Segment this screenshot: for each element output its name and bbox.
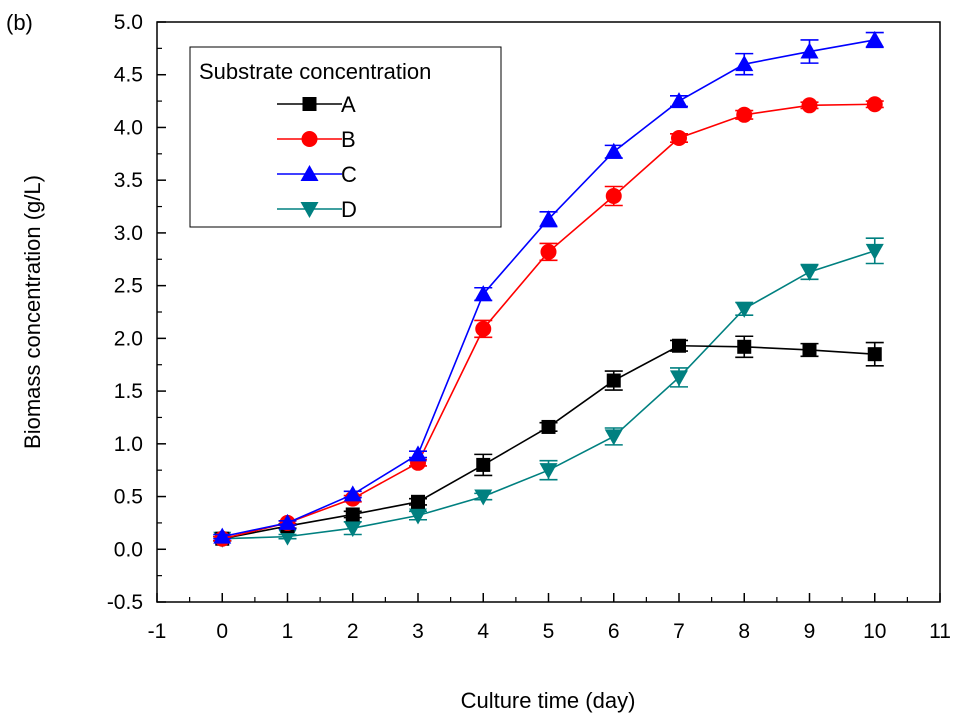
data-point-A <box>541 419 556 434</box>
series-line-D <box>222 250 875 540</box>
series-line-A <box>222 344 875 540</box>
y-tick-label: 2.0 <box>114 327 143 350</box>
data-point-A <box>802 342 817 357</box>
data-point-C <box>670 92 688 109</box>
data-point-A <box>672 338 686 353</box>
series-D <box>213 237 884 548</box>
x-tick-label: 9 <box>804 620 816 643</box>
x-tick-label: 8 <box>738 620 750 643</box>
y-tick-label: 0.5 <box>114 486 143 509</box>
y-tick-label: 2.5 <box>114 275 143 298</box>
x-tick-label: 11 <box>929 620 951 643</box>
data-point-A <box>606 373 621 388</box>
data-point-C <box>278 513 297 530</box>
axis-ticks: -1 0 1 2 3 4 5 6 7 8 9 10 11 -0.5 0.0 0.5 1.0 1.5 2.0 2.5 3.… <box>107 11 951 643</box>
x-tick-label: 5 <box>543 620 555 643</box>
legend-label-A: A <box>341 92 356 117</box>
y-axis-title: Biomass concentration (g/L) <box>20 175 45 449</box>
x-tick-label: 1 <box>282 620 294 643</box>
panel-label: (b) <box>6 10 33 35</box>
legend-marker-A <box>302 97 317 111</box>
data-point-C <box>213 527 232 544</box>
y-tick-label: -0.5 <box>107 591 143 614</box>
x-tick-label: 3 <box>412 620 424 643</box>
legend-label-B: B <box>341 127 356 152</box>
data-point-B <box>540 243 557 260</box>
x-tick-label: -1 <box>148 620 167 643</box>
data-point-D <box>474 489 493 506</box>
legend-label-D: D <box>341 197 357 222</box>
data-point-C <box>865 30 884 47</box>
y-tick-label: 3.0 <box>114 222 143 245</box>
data-point-C <box>343 485 362 502</box>
x-tick-label: 10 <box>863 620 886 643</box>
data-point-D <box>800 264 819 281</box>
legend-box <box>189 46 502 228</box>
data-point-C <box>474 285 493 302</box>
y-tick-label: 5.0 <box>114 11 143 34</box>
data-point-A <box>476 457 491 472</box>
legend-title: Substrate concentration <box>199 59 431 84</box>
data-point-B <box>801 97 818 114</box>
data-point-D <box>604 429 623 446</box>
data-point-A <box>411 494 425 509</box>
legend-marker-C <box>300 165 319 181</box>
data-point-A <box>737 339 752 354</box>
y-tick-label: 4.0 <box>114 116 143 139</box>
legend-marker-B <box>301 131 318 147</box>
data-point-D <box>539 463 558 480</box>
y-tick-label: 1.5 <box>114 380 143 403</box>
data-point-C <box>800 42 819 59</box>
data-point-B <box>866 96 883 113</box>
x-tick-label: 0 <box>216 620 228 643</box>
y-tick-label: 3.5 <box>114 169 143 192</box>
data-point-D <box>865 243 884 260</box>
x-axis-title: Culture time (day) <box>461 688 636 713</box>
data-point-D <box>670 370 688 387</box>
x-tick-label: 6 <box>608 620 620 643</box>
data-point-A <box>867 347 882 362</box>
data-point-C <box>735 55 754 72</box>
y-tick-label: 0.0 <box>114 538 143 561</box>
data-point-B <box>605 188 622 204</box>
series-A <box>213 335 884 546</box>
legend-marker-D <box>300 202 319 218</box>
data-point-C <box>409 445 427 462</box>
y-tick-label: 1.0 <box>114 433 143 456</box>
series-group <box>213 30 884 548</box>
data-point-C <box>539 210 558 227</box>
data-point-D <box>409 508 427 525</box>
data-point-D <box>735 301 754 318</box>
x-tick-label: 7 <box>673 620 685 643</box>
y-tick-label: 4.5 <box>114 64 143 87</box>
data-point-B <box>671 130 687 146</box>
series-C <box>213 30 884 544</box>
data-point-D <box>343 521 362 538</box>
data-point-B <box>736 106 753 123</box>
x-tick-label: 2 <box>347 620 359 643</box>
data-point-D <box>278 529 297 546</box>
data-point-B <box>475 320 492 337</box>
data-point-C <box>604 142 623 159</box>
data-point-A <box>345 507 360 522</box>
legend-label-C: C <box>341 162 357 187</box>
x-tick-label: 4 <box>477 620 489 643</box>
